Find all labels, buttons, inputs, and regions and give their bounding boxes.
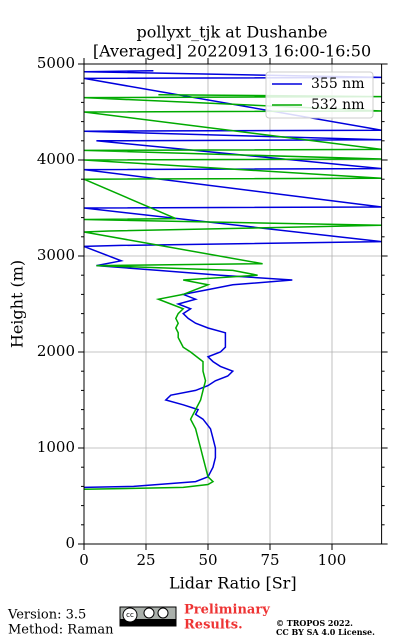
legend-label: 532 nm <box>311 97 364 113</box>
plot-frame <box>83 63 383 545</box>
x-tick-label: 25 <box>136 551 155 569</box>
copyright: CC BY SA 4.0 License. <box>276 627 375 637</box>
y-tick-label: 1000 <box>37 438 75 456</box>
data-line <box>84 69 382 489</box>
version: Version: 3.5 <box>7 608 86 623</box>
preliminary: Results. <box>184 618 243 633</box>
x-axis-label: Lidar Ratio [Sr] <box>169 574 297 593</box>
x-tick-label: 100 <box>318 551 347 569</box>
y-tick-label: 3000 <box>37 246 75 264</box>
data-line <box>84 93 382 491</box>
chart-title: [Averaged] 20220913 16:00-16:50 <box>93 42 371 61</box>
x-tick-label: 50 <box>198 551 217 569</box>
cc-logo: cc <box>119 606 177 627</box>
x-tick-label: 0 <box>79 551 89 569</box>
y-axis-label: Height (m) <box>8 260 27 348</box>
y-tick-label: 2000 <box>37 342 75 360</box>
y-tick-label: 5000 <box>37 54 75 72</box>
preliminary: Preliminary <box>184 603 270 618</box>
legend-label: 355 nm <box>311 76 364 92</box>
copyright: © TROPOS 2022. <box>276 618 353 628</box>
chart-title: pollyxt_tjk at Dushanbe <box>136 23 327 42</box>
svg-text:cc: cc <box>126 611 134 619</box>
y-tick-label: 4000 <box>37 150 75 168</box>
method: Method: Raman <box>8 623 114 638</box>
y-tick-label: 0 <box>65 534 75 552</box>
x-tick-label: 75 <box>260 551 279 569</box>
